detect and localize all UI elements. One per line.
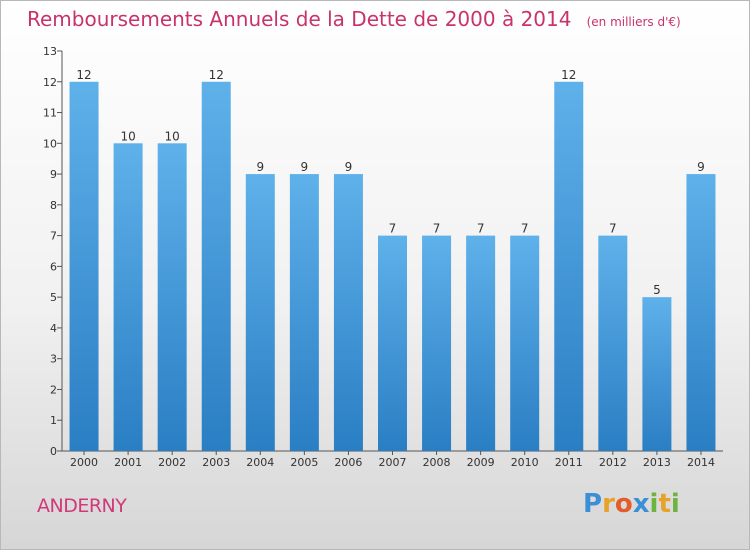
bar [686, 174, 716, 452]
data-label: 9 [345, 160, 353, 174]
data-label: 10 [165, 129, 180, 143]
x-tick-label: 2000 [70, 456, 98, 469]
y-tick-label: 12 [43, 76, 57, 89]
data-label: 12 [209, 68, 224, 82]
brand-letter: P [583, 489, 603, 519]
x-tick-label: 2003 [202, 456, 230, 469]
y-tick-label: 13 [43, 45, 57, 58]
y-tick-label: 8 [50, 199, 57, 212]
brand-letter: i [670, 489, 680, 519]
bar [642, 297, 672, 451]
x-tick-label: 2002 [158, 456, 186, 469]
title-line: Remboursements Annuels de la Dette de 20… [27, 7, 681, 31]
bar [245, 174, 275, 452]
y-tick-label: 4 [50, 322, 57, 335]
y-tick-label: 0 [50, 445, 57, 458]
bar [333, 174, 363, 452]
x-tick-label: 2006 [334, 456, 362, 469]
y-tick-label: 1 [50, 414, 57, 427]
chart-title: Remboursements Annuels de la Dette de 20… [27, 7, 572, 31]
x-tick-label: 2007 [379, 456, 407, 469]
data-label: 7 [609, 222, 617, 236]
bar [157, 143, 187, 452]
y-tick-label: 5 [50, 291, 57, 304]
data-label: 12 [76, 68, 91, 82]
x-tick-label: 2005 [290, 456, 318, 469]
brand-letter: i [649, 489, 659, 519]
data-label: 9 [697, 160, 705, 174]
y-tick-label: 11 [43, 107, 57, 120]
x-tick-label: 2004 [246, 456, 274, 469]
chart-unit: (en milliers d'€) [586, 15, 681, 29]
x-tick-label: 2011 [555, 456, 583, 469]
y-tick-label: 6 [50, 260, 57, 273]
bar [378, 235, 407, 451]
y-tick-label: 2 [50, 383, 57, 396]
bar [69, 81, 99, 452]
y-tick-label: 3 [50, 353, 57, 366]
data-label: 7 [389, 222, 397, 236]
x-tick-label: 2008 [423, 456, 451, 469]
x-tick-label: 2014 [687, 456, 715, 469]
brand-letter: r [602, 489, 615, 519]
brand-letter: x [632, 489, 650, 519]
bar [466, 235, 496, 451]
data-label: 7 [521, 222, 529, 236]
y-tick-label: 10 [43, 137, 57, 150]
bar [554, 81, 584, 452]
bar [289, 174, 319, 452]
x-tick-label: 2001 [114, 456, 142, 469]
data-label: 5 [653, 283, 661, 297]
proxiti-logo: Proxiti [583, 489, 680, 519]
data-label: 9 [256, 160, 264, 174]
x-tick-label: 2012 [599, 456, 627, 469]
brand-letter: t [658, 489, 671, 519]
data-label: 10 [120, 129, 135, 143]
bar [113, 143, 143, 452]
data-label: 7 [477, 222, 485, 236]
brand-letter: o [614, 489, 633, 519]
commune-name: ANDERNY [37, 495, 127, 517]
x-tick-label: 2009 [467, 456, 495, 469]
x-tick-label: 2013 [643, 456, 671, 469]
bar [201, 81, 231, 452]
bar [422, 235, 452, 451]
data-label: 12 [561, 68, 576, 82]
bar [510, 235, 540, 451]
bar [598, 235, 628, 451]
y-tick-label: 7 [50, 230, 57, 243]
data-label: 7 [433, 222, 441, 236]
data-label: 9 [301, 160, 309, 174]
x-tick-label: 2010 [511, 456, 539, 469]
y-tick-label: 9 [50, 168, 57, 181]
